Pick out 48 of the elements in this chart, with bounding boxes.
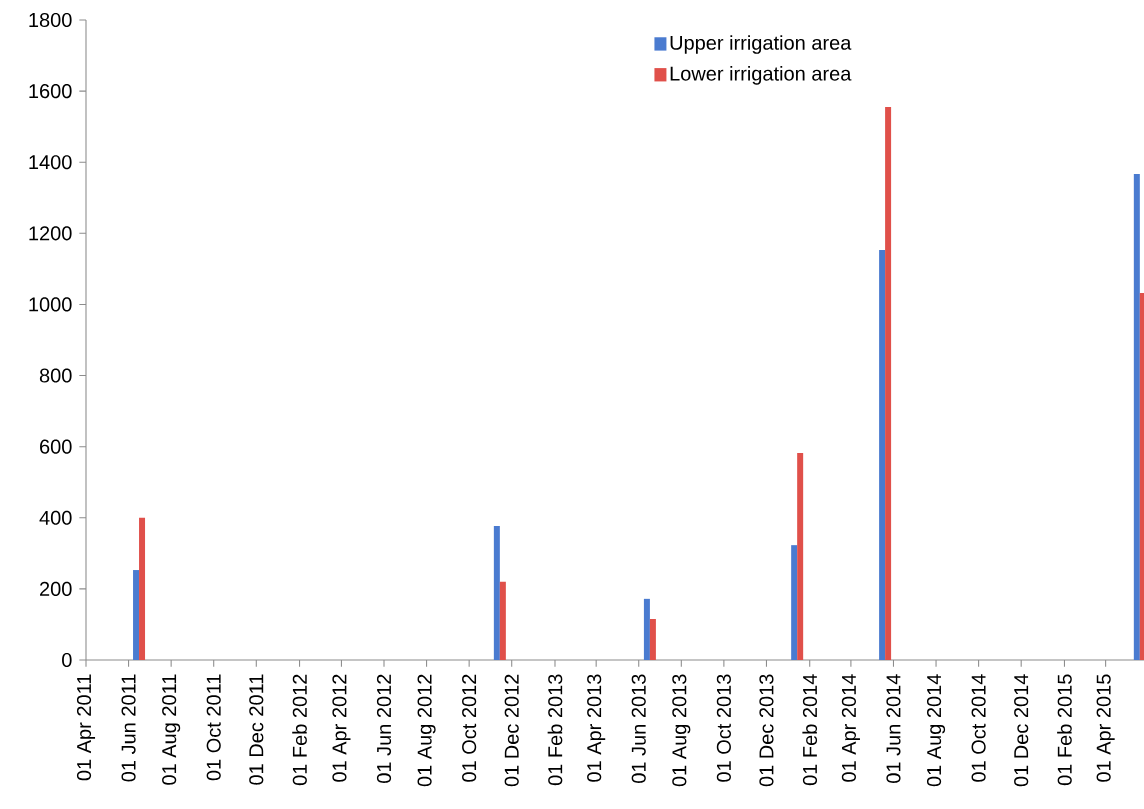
bar	[649, 619, 656, 660]
bar	[879, 250, 886, 660]
x-tick-label: 01 Feb 2014	[802, 674, 818, 786]
x-tick-label: 01 Dec 2011	[249, 674, 264, 785]
bar	[1133, 173, 1140, 660]
y-tick-label: 1200	[29, 226, 72, 241]
bar	[139, 517, 146, 660]
x-tick-label: 01 Jun 2012	[376, 674, 392, 783]
bar	[499, 581, 506, 660]
x-tick-label: 01 Jun 2011	[121, 674, 136, 782]
legend-label: Upper irrigation area	[670, 35, 852, 54]
x-tick-label: 01 Oct 2012	[462, 674, 477, 782]
x-tick-label: 01 Aug 2013	[672, 674, 691, 787]
y-tick-label: 800	[39, 368, 72, 383]
x-tick-label: 01 Apr 2014	[841, 674, 860, 782]
y-tick-label: 200	[40, 581, 72, 596]
x-tick-label: 01 Oct 2011	[206, 674, 221, 781]
y-tick-label: 0	[62, 652, 72, 668]
x-tick-label: 01 Oct 2013	[716, 674, 731, 782]
x-tick-label: 01 Apr 2015	[1096, 674, 1115, 782]
y-tick-label: 400	[39, 510, 72, 525]
bar	[643, 598, 650, 660]
y-tick-label: 1400	[29, 155, 72, 170]
y-tick-label: 1000	[29, 297, 72, 312]
y-tick-label: 600	[40, 439, 72, 454]
x-tick-label: 01 Apr 2011	[76, 674, 96, 781]
x-tick-label: 01 Dec 2012	[504, 674, 519, 787]
x-tick-label: 01 Feb 2015	[1057, 674, 1072, 786]
bar	[791, 545, 798, 660]
x-tick-label: 01 Aug 2014	[926, 674, 946, 787]
x-tick-label: 01 Apr 2013	[587, 674, 606, 782]
bar	[797, 453, 804, 660]
x-tick-label: 01 Feb 2012	[292, 674, 307, 786]
x-tick-label: 01 Apr 2012	[332, 674, 351, 782]
bar	[885, 107, 892, 660]
x-tick-label: 01 Dec 2013	[759, 674, 774, 787]
x-tick-label: 01 Jun 2013	[631, 674, 646, 783]
bar	[133, 570, 140, 660]
x-tick-label: 01 Aug 2012	[417, 674, 436, 787]
y-tick-label: 1800	[29, 12, 72, 28]
x-tick-label: 01 Dec 2014	[1014, 674, 1029, 787]
x-tick-label: 01 Feb 2013	[547, 674, 563, 786]
x-tick-label: 01 Aug 2011	[162, 674, 181, 785]
x-tick-label: 01 Oct 2014	[971, 674, 986, 782]
bar	[493, 525, 500, 660]
y-tick-label: 1600	[29, 84, 72, 99]
legend-label: Lower irrigation area	[670, 66, 852, 85]
x-tick-label: 01 Jun 2014	[886, 674, 901, 783]
